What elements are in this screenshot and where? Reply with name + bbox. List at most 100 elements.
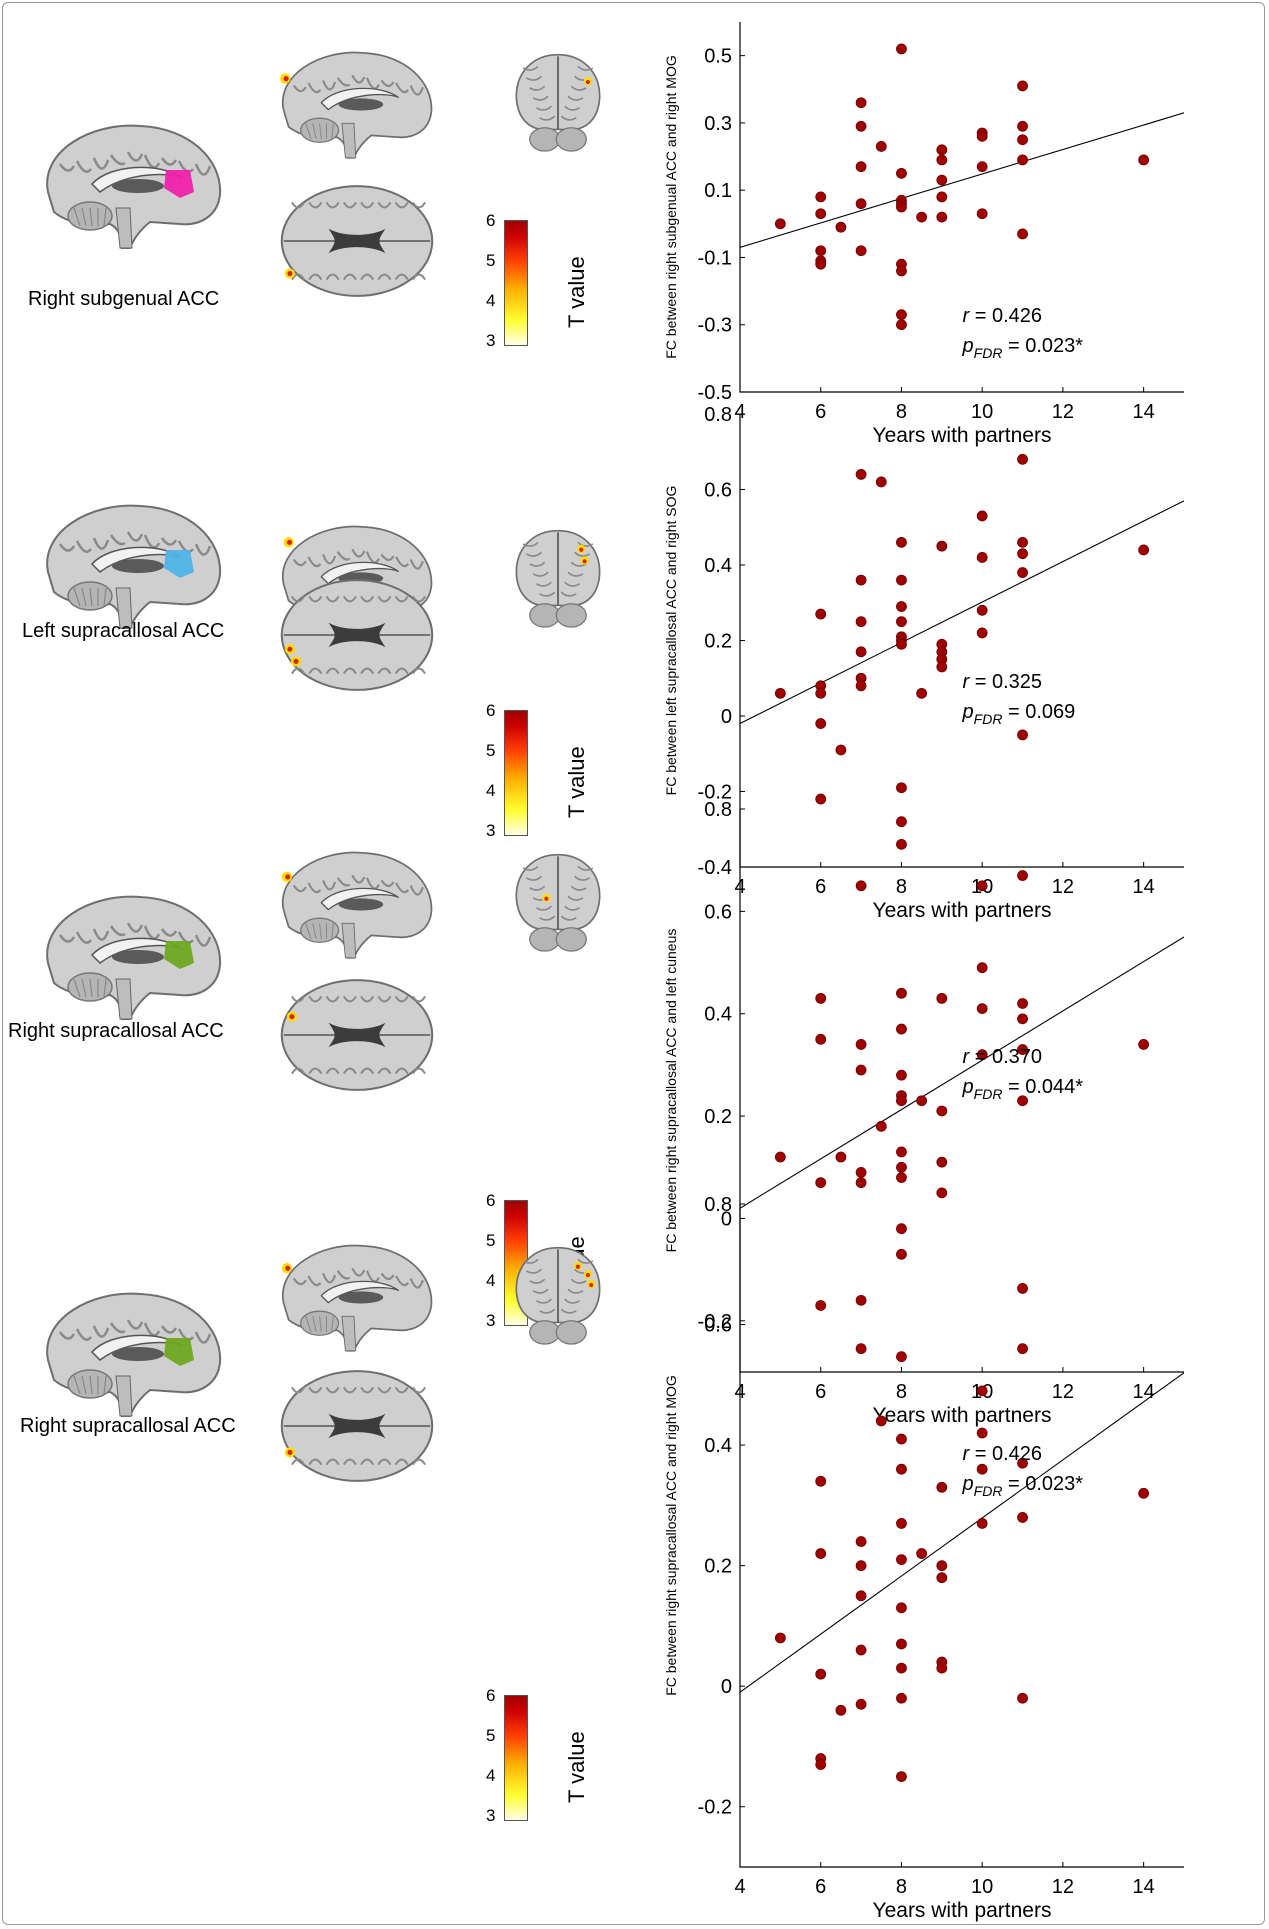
data-point (976, 962, 988, 974)
roi-region-label: Right supracallosal ACC (8, 1020, 224, 1042)
y-tick-label: -0.2 (698, 1311, 732, 1333)
data-point (896, 43, 907, 55)
regression-line (740, 1372, 1184, 1693)
data-point (896, 1602, 907, 1614)
data-point (855, 1039, 867, 1050)
t-value-colorbar (504, 1695, 528, 1821)
y-tick-label: 0.2 (704, 1106, 732, 1128)
colorbar-tick-label: 4 (486, 1271, 496, 1290)
y-tick-label: -0.2 (698, 782, 732, 804)
colorbar-title: T value (564, 1731, 589, 1803)
data-point (875, 476, 887, 488)
scatter-chart: -0.2 0 0.2 0.4 0.6 0.8 4 6 8 10 12 14 Years with par… (663, 1194, 1184, 1922)
y-tick-label: -0.3 (698, 315, 732, 337)
data-point (835, 1151, 847, 1163)
y-tick-label: -0.2 (698, 1797, 732, 1819)
data-point (1017, 1457, 1028, 1469)
x-axis-label: Years with partners (873, 424, 1052, 447)
x-axis-label: Years with partners (873, 1404, 1052, 1427)
colorbar-tick-label: 3 (486, 1311, 496, 1330)
data-point (896, 1433, 907, 1445)
data-point (896, 1771, 907, 1782)
y-tick-label: -0.4 (698, 857, 732, 879)
data-point (976, 510, 988, 522)
data-point (1017, 1282, 1028, 1294)
data-point (896, 265, 907, 277)
colorbar-tick-label: 4 (486, 1766, 496, 1785)
data-point (896, 574, 907, 586)
y-tick-label: -0.5 (698, 382, 732, 404)
data-point (774, 1632, 786, 1644)
data-point (936, 1187, 948, 1199)
data-point (774, 687, 786, 699)
x-axis-label: Years with partners (873, 899, 1052, 922)
data-point (815, 608, 827, 620)
data-point (896, 536, 907, 548)
data-point (936, 992, 948, 1004)
data-point (896, 1223, 907, 1235)
data-point (1017, 548, 1028, 560)
data-point (855, 646, 867, 658)
regression-line (740, 500, 1184, 725)
y-tick-label: 0.4 (704, 555, 732, 577)
data-point (976, 1049, 988, 1061)
data-point (976, 208, 988, 220)
roi-region-label: Right subgenual ACC (28, 288, 220, 310)
data-point (896, 1662, 907, 1674)
colorbar-tick-label: 6 (486, 1191, 496, 1210)
correlation-r-stat: r = 0.325 (963, 671, 1043, 693)
y-tick-label: 0.4 (704, 1435, 732, 1457)
coronal-slice (508, 848, 608, 961)
data-point (815, 258, 827, 270)
data-point (815, 793, 827, 805)
data-point (815, 992, 827, 1004)
correlation-r-stat: r = 0.426 (963, 1443, 1043, 1465)
data-point (835, 221, 847, 233)
regression-line (740, 112, 1184, 248)
roi-sagittal-brain (30, 1280, 230, 1425)
x-axis-label: Years with partners (873, 1899, 1052, 1922)
data-point (976, 880, 988, 892)
p-fdr-stat: pFDR = 0.023* (962, 1473, 1084, 1499)
y-tick-label: 0.3 (704, 113, 732, 135)
data-point (855, 880, 867, 892)
colorbar-tick-label: 6 (486, 211, 496, 230)
data-point (815, 1759, 827, 1770)
x-tick-label: 12 (1052, 1876, 1074, 1898)
data-point (1017, 1044, 1028, 1055)
axial-slice (272, 574, 442, 701)
data-point (774, 218, 786, 230)
y-tick-label: 0.6 (704, 480, 732, 502)
data-point (896, 601, 907, 612)
data-point (936, 144, 948, 156)
data-point (896, 1146, 907, 1158)
data-point (855, 1590, 867, 1602)
data-point (896, 319, 907, 331)
data-point (896, 1351, 907, 1363)
data-point (976, 1003, 988, 1015)
data-point (1017, 120, 1028, 132)
data-point (1138, 544, 1150, 556)
data-point (936, 1105, 948, 1117)
colorbar-tick-label: 6 (486, 1686, 496, 1705)
data-point (855, 1644, 867, 1656)
y-tick-label: 0.1 (704, 180, 732, 202)
data-point (855, 1343, 867, 1355)
colorbar-tick-label: 3 (486, 821, 496, 840)
data-point (855, 1560, 867, 1572)
axial-slice (272, 1365, 442, 1492)
y-tick-label: 0 (721, 1208, 732, 1230)
data-point (1017, 154, 1028, 166)
x-tick-label: 6 (815, 876, 826, 898)
data-point (896, 987, 907, 999)
data-point (896, 1692, 907, 1704)
data-point (815, 718, 827, 729)
data-point (1017, 998, 1028, 1009)
colorbar-tick-label: 5 (486, 1231, 496, 1250)
colorbar-tick-label: 4 (486, 291, 496, 310)
sagittal-slice (268, 40, 440, 167)
data-point (896, 201, 907, 213)
data-point (896, 1172, 907, 1183)
data-point (855, 1536, 867, 1547)
roi-sagittal-brain (30, 112, 230, 257)
